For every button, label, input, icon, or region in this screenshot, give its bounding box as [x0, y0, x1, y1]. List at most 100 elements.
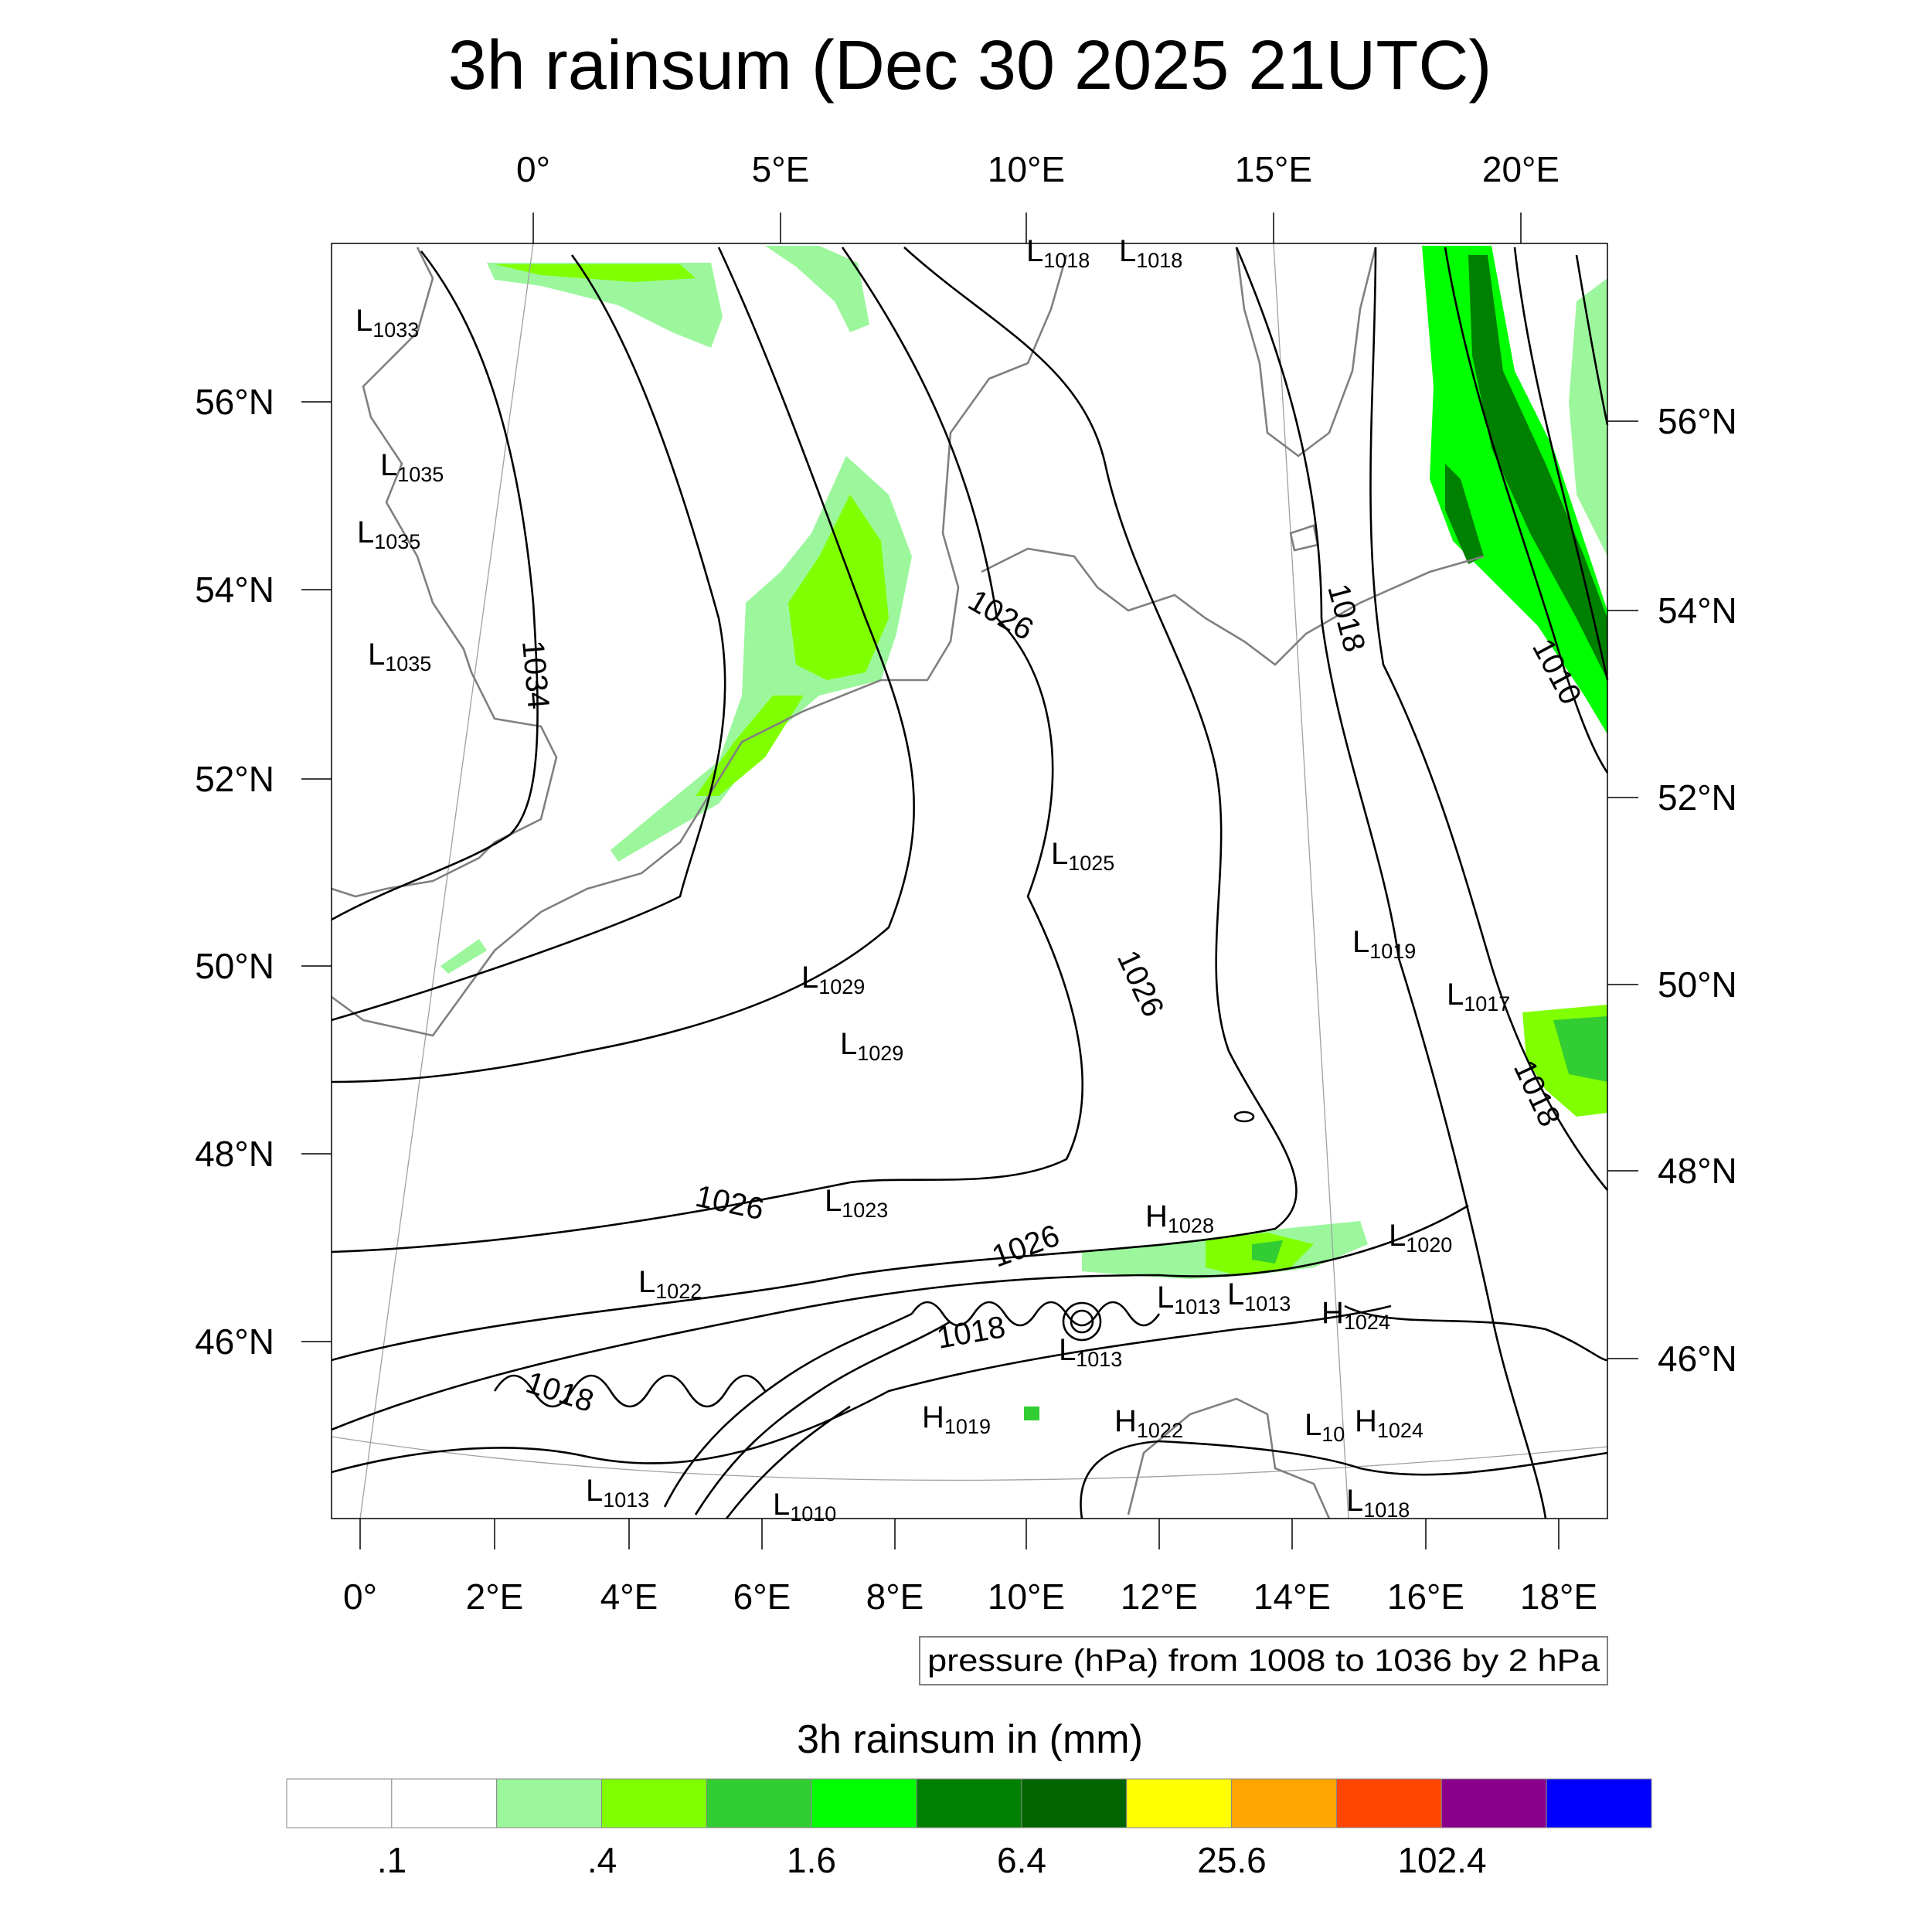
- lon-label: 0°: [343, 1577, 377, 1617]
- pressure-center-label: L1013: [1059, 1333, 1122, 1371]
- colorbar-boxes: [286, 1778, 1652, 1828]
- pressure-center-label: H1024: [1321, 1296, 1390, 1334]
- lat-label: 54°N: [195, 570, 274, 610]
- isobar: [331, 254, 726, 1022]
- meridian-15e: [1273, 243, 1349, 1519]
- colorbar-label: 25.6: [1197, 1840, 1267, 1880]
- lon-label: 0°: [516, 149, 550, 189]
- lat-label: 56°N: [195, 382, 274, 422]
- colorbar-box: [706, 1778, 812, 1828]
- colorbar-box: [916, 1778, 1022, 1828]
- pressure-center-label: L1018: [1119, 234, 1182, 272]
- right-latitude-labels: 56°N 54°N 52°N 50°N 48°N 46°N: [1658, 401, 1737, 1379]
- lon-label: 14°E: [1253, 1577, 1331, 1617]
- pressure-center-label: L1013: [586, 1474, 649, 1512]
- lon-label: 5°E: [752, 149, 810, 189]
- isobar: [1369, 247, 1608, 1191]
- colorbar-box: [496, 1778, 603, 1828]
- colorbar-title: 3h rainsum in (mm): [797, 1717, 1143, 1762]
- pressure-center-label: H1022: [1114, 1404, 1183, 1442]
- isobars: [331, 247, 1609, 1519]
- colorbar-box: [391, 1778, 498, 1828]
- axis-ticks: [301, 213, 1638, 1549]
- lat-label: 52°N: [195, 759, 274, 799]
- colorbar-label: .1: [377, 1840, 406, 1880]
- lon-label: 12°E: [1121, 1577, 1198, 1617]
- rain-area-baltic-band-core: [1445, 255, 1607, 680]
- lat-label: 50°N: [195, 946, 274, 986]
- coastlines: [331, 247, 1485, 1519]
- pressure-center-label: L1029: [840, 1027, 903, 1065]
- pressure-center-label: L1017: [1447, 978, 1510, 1015]
- lon-label: 10°E: [988, 149, 1065, 189]
- colorbar-box: [1126, 1778, 1233, 1828]
- colorbar-label: 102.4: [1397, 1840, 1486, 1880]
- lon-label: 10°E: [988, 1577, 1065, 1617]
- isobar: [331, 1204, 1469, 1431]
- isobar: [1513, 247, 1609, 681]
- pressure-center-label: L1025: [1051, 837, 1114, 875]
- isobar: [1444, 247, 1609, 774]
- map-title: 3h rainsum (Dec 30 2025 21UTC): [448, 27, 1492, 104]
- lat-label: 46°N: [195, 1321, 274, 1362]
- pressure-centers: L1033 L1035 L1035 L1035 L1018 L1018 L102…: [355, 234, 1510, 1526]
- pressure-center-label: H1019: [922, 1400, 991, 1438]
- contour-info-text: pressure (hPa) from 1008 to 1036 by 2 hP…: [927, 1644, 1600, 1678]
- pressure-center-label: L1013: [1227, 1277, 1291, 1315]
- isobar: [1575, 254, 1609, 426]
- colorbar-label: 6.4: [997, 1840, 1046, 1880]
- coast-sweden: [1235, 247, 1377, 457]
- parallel-45n: [331, 1436, 1608, 1481]
- rain-area-channel: [440, 939, 487, 974]
- colorbar-box: [1440, 1778, 1547, 1828]
- lat-label: 46°N: [1658, 1338, 1737, 1379]
- rain-shading: [440, 246, 1607, 1420]
- lon-label: 6°E: [733, 1577, 791, 1617]
- pressure-center-label: L1035: [368, 638, 431, 675]
- rain-area-east-mid-core: [1553, 1016, 1607, 1082]
- pressure-center-label: L1013: [1157, 1281, 1220, 1318]
- graticule: [331, 243, 1608, 1519]
- colorbar-box: [811, 1778, 917, 1828]
- rain-area-north-sea-top2: [765, 246, 869, 332]
- rain-area-baltic-band-light: [1569, 278, 1607, 556]
- pressure-center-label: L10: [1304, 1408, 1345, 1446]
- pressure-center-label: L1035: [380, 448, 444, 486]
- rain-area-po: [1024, 1406, 1039, 1420]
- top-longitude-labels: 0° 5°E 10°E 15°E 20°E: [516, 149, 1560, 189]
- colorbar-label: 1.6: [787, 1840, 836, 1880]
- colorbar-box: [601, 1778, 707, 1828]
- isobar: [331, 247, 1298, 1362]
- isobar-closed: [1233, 1111, 1255, 1123]
- isobar: [910, 1301, 1161, 1327]
- pressure-center-label: L1029: [801, 961, 865, 998]
- isobar: [1344, 1304, 1608, 1362]
- coast-continent: [331, 254, 1068, 1037]
- lon-label: 8°E: [866, 1577, 924, 1617]
- pressure-center-label: L1020: [1389, 1219, 1452, 1257]
- colorbar-box: [1546, 1778, 1652, 1828]
- coast-adriatic: [1127, 1397, 1331, 1519]
- pressure-center-label: L1018: [1346, 1484, 1410, 1522]
- pressure-center-label: L1018: [1026, 234, 1090, 272]
- pressure-center-label: L1035: [357, 515, 420, 553]
- isobar-closed: [1062, 1301, 1102, 1342]
- coast-denmark-islands: [981, 547, 1485, 666]
- pressure-center-label: L1023: [825, 1184, 888, 1222]
- pressure-center-label: L1022: [638, 1265, 702, 1303]
- pressure-center-label: L1010: [773, 1488, 836, 1526]
- isobar: [1235, 247, 1547, 1519]
- pressure-center-label: H1028: [1145, 1199, 1214, 1237]
- colorbar-box: [1335, 1778, 1442, 1828]
- colorbar-box: [1231, 1778, 1337, 1828]
- colorbar-label: .4: [587, 1840, 617, 1880]
- lon-label: 4°E: [600, 1577, 658, 1617]
- meridian-0: [359, 243, 534, 1519]
- contour-info-frame: [919, 1636, 1608, 1685]
- isobar: [331, 247, 916, 1083]
- bottom-longitude-labels: 0° 2°E 4°E 6°E 8°E 10°E 12°E 14°E 16°E 1…: [343, 1577, 1597, 1617]
- left-latitude-labels: 56°N 54°N 52°N 50°N 48°N 46°N: [195, 382, 274, 1362]
- coast-uk: [331, 247, 558, 898]
- isobar: [663, 1312, 951, 1519]
- contour-info-box: pressure (hPa) from 1008 to 1036 by 2 hP…: [919, 1636, 1608, 1685]
